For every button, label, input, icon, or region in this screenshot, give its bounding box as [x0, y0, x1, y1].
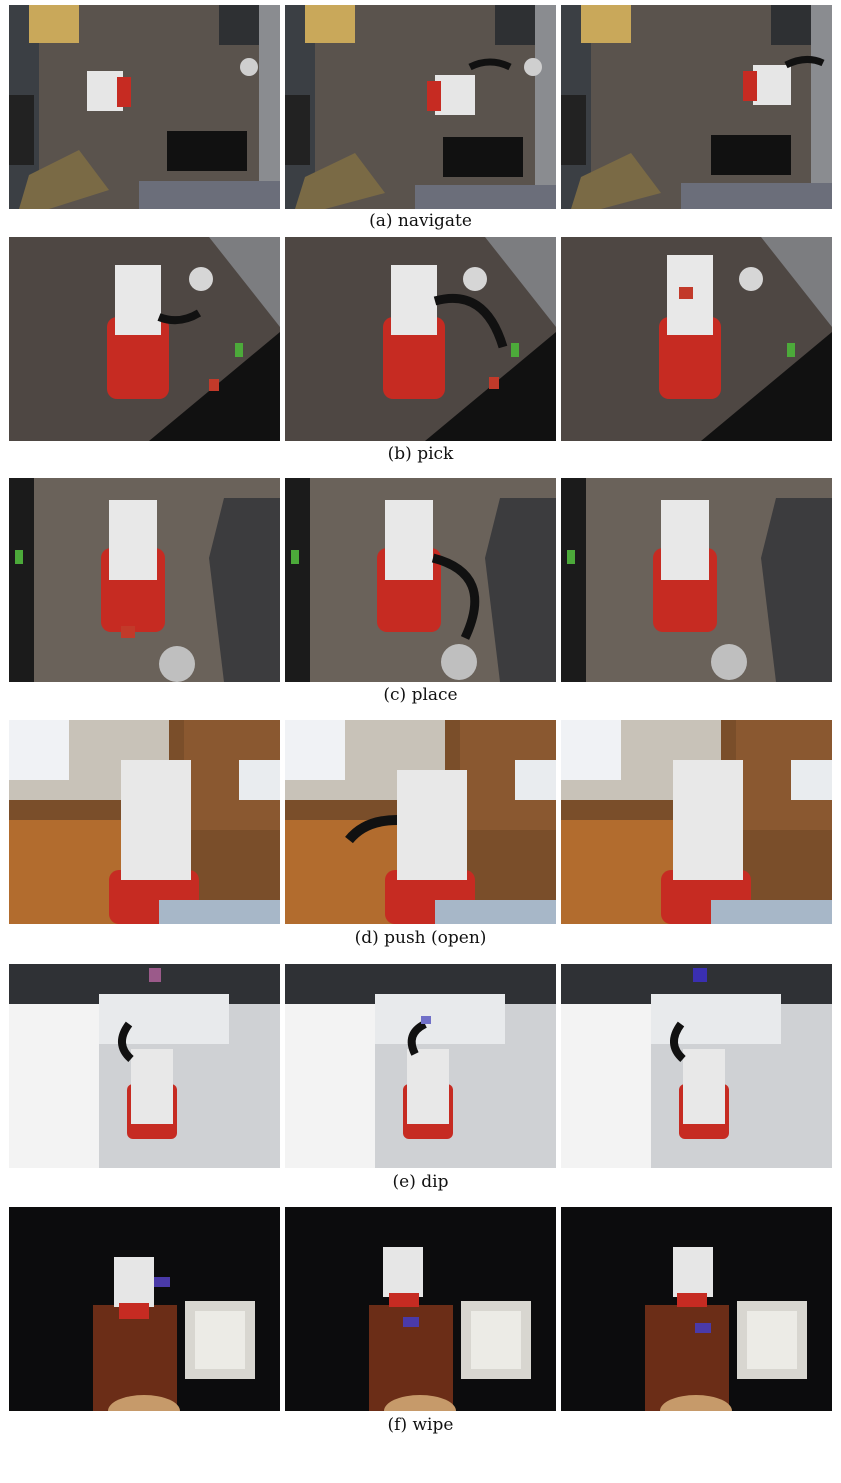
row-navigate [9, 5, 832, 209]
dip-frame-3 [561, 964, 832, 1168]
row-place [9, 478, 832, 682]
pick-frame-2 [285, 237, 556, 441]
row-pick [9, 237, 832, 441]
push-frame-1 [9, 720, 280, 924]
push-frame-2 [285, 720, 556, 924]
navigate-scene-2 [285, 5, 556, 209]
caption-pick: (b) pick [387, 444, 454, 464]
place-frame-3 [561, 478, 832, 682]
pick-frame-3 [561, 237, 832, 441]
row-dip [9, 964, 832, 1168]
wipe-frame-1 [9, 1207, 280, 1411]
wipe-frame-3 [561, 1207, 832, 1411]
dip-frame-2 [285, 964, 556, 1168]
navigate-frame-3 [561, 5, 832, 209]
dip-scene-2 [285, 964, 556, 1168]
push-scene-1 [9, 720, 280, 924]
caption-wipe: (f) wipe [387, 1415, 454, 1435]
navigate-scene-1 [9, 5, 280, 209]
place-scene-2 [285, 478, 556, 682]
place-scene-1 [9, 478, 280, 682]
caption-place: (c) place [383, 685, 458, 705]
navigate-frame-2 [285, 5, 556, 209]
row-wipe [9, 1207, 832, 1411]
push-scene-2 [285, 720, 556, 924]
pick-frame-1 [9, 237, 280, 441]
navigate-scene-3 [561, 5, 832, 209]
place-frame-2 [285, 478, 556, 682]
push-frame-3 [561, 720, 832, 924]
place-frame-1 [9, 478, 280, 682]
pick-scene-1 [9, 237, 280, 441]
navigate-frame-1 [9, 5, 280, 209]
dip-frame-1 [9, 964, 280, 1168]
row-push [9, 720, 832, 924]
wipe-scene-1 [9, 1207, 280, 1411]
push-scene-3 [561, 720, 832, 924]
place-scene-3 [561, 478, 832, 682]
dip-scene-3 [561, 964, 832, 1168]
caption-push: (d) push (open) [354, 928, 487, 948]
dip-scene-1 [9, 964, 280, 1168]
pick-scene-2 [285, 237, 556, 441]
caption-navigate: (a) navigate [369, 211, 472, 231]
caption-dip: (e) dip [392, 1172, 449, 1192]
pick-scene-3 [561, 237, 832, 441]
wipe-frame-2 [285, 1207, 556, 1411]
wipe-scene-3 [561, 1207, 832, 1411]
wipe-scene-2 [285, 1207, 556, 1411]
